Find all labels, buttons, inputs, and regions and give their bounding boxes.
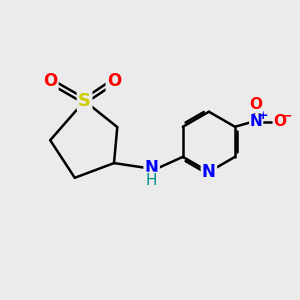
Text: N: N [250,114,262,129]
Text: H: H [146,173,158,188]
Text: O: O [107,72,121,90]
Text: +: + [258,110,269,122]
Text: O: O [250,98,263,112]
Text: O: O [43,72,57,90]
Text: O: O [273,114,286,129]
Text: N: N [145,159,159,177]
Text: S: S [78,92,91,110]
Text: −: − [282,110,292,122]
Text: N: N [202,163,216,181]
